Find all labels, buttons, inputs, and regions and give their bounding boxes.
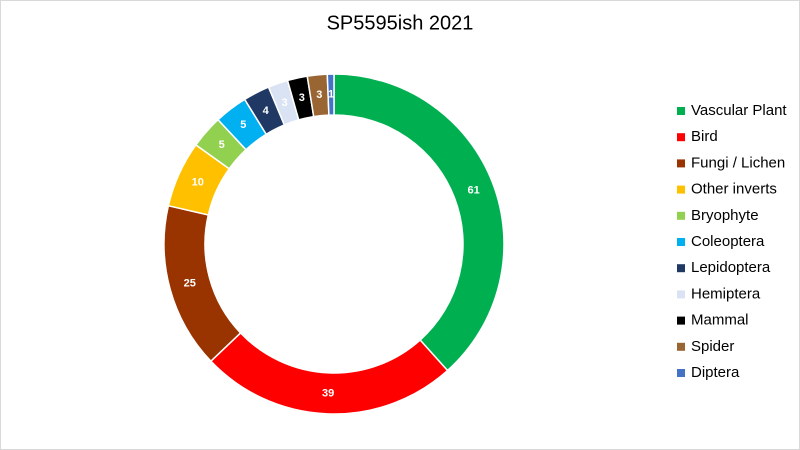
legend-label: Other inverts — [691, 181, 777, 198]
legend-label: Fungi / Lichen — [691, 154, 785, 171]
data-label: 39 — [322, 387, 334, 399]
legend-label: Vascular Plant — [691, 102, 787, 119]
data-label: 1 — [328, 88, 334, 100]
chart-title: SP5595ish 2021 — [327, 12, 474, 34]
legend-swatch — [677, 342, 685, 351]
data-label: 4 — [263, 105, 270, 117]
legend-label: Coleoptera — [691, 233, 765, 250]
legend-swatch — [677, 264, 685, 273]
legend-swatch — [677, 107, 685, 115]
legend-swatch — [677, 185, 685, 194]
legend-label: Spider — [691, 338, 734, 355]
data-label: 5 — [240, 119, 246, 131]
legend-swatch — [677, 290, 685, 299]
slice — [326, 73, 335, 116]
legend-label: Hemiptera — [691, 285, 761, 302]
data-label: 3 — [316, 89, 322, 101]
legend-swatch — [677, 211, 685, 220]
slice — [333, 73, 505, 372]
legend-label: Mammal — [691, 312, 749, 329]
legend-label: Bryophyte — [691, 207, 759, 224]
legend-label: Lepidoptera — [691, 259, 771, 276]
data-label: 5 — [219, 139, 225, 151]
legend-swatch — [677, 238, 685, 246]
data-label: 3 — [282, 97, 288, 109]
data-label: 61 — [467, 184, 479, 196]
legend-label: Diptera — [691, 364, 740, 381]
data-label: 3 — [299, 92, 305, 104]
legend-swatch — [677, 316, 685, 325]
data-label: 10 — [192, 176, 204, 188]
legend-label: Bird — [691, 128, 718, 145]
legend-swatch — [677, 133, 685, 142]
legend-swatch — [677, 369, 685, 377]
data-label: 25 — [184, 277, 196, 289]
legend-swatch — [677, 159, 685, 168]
